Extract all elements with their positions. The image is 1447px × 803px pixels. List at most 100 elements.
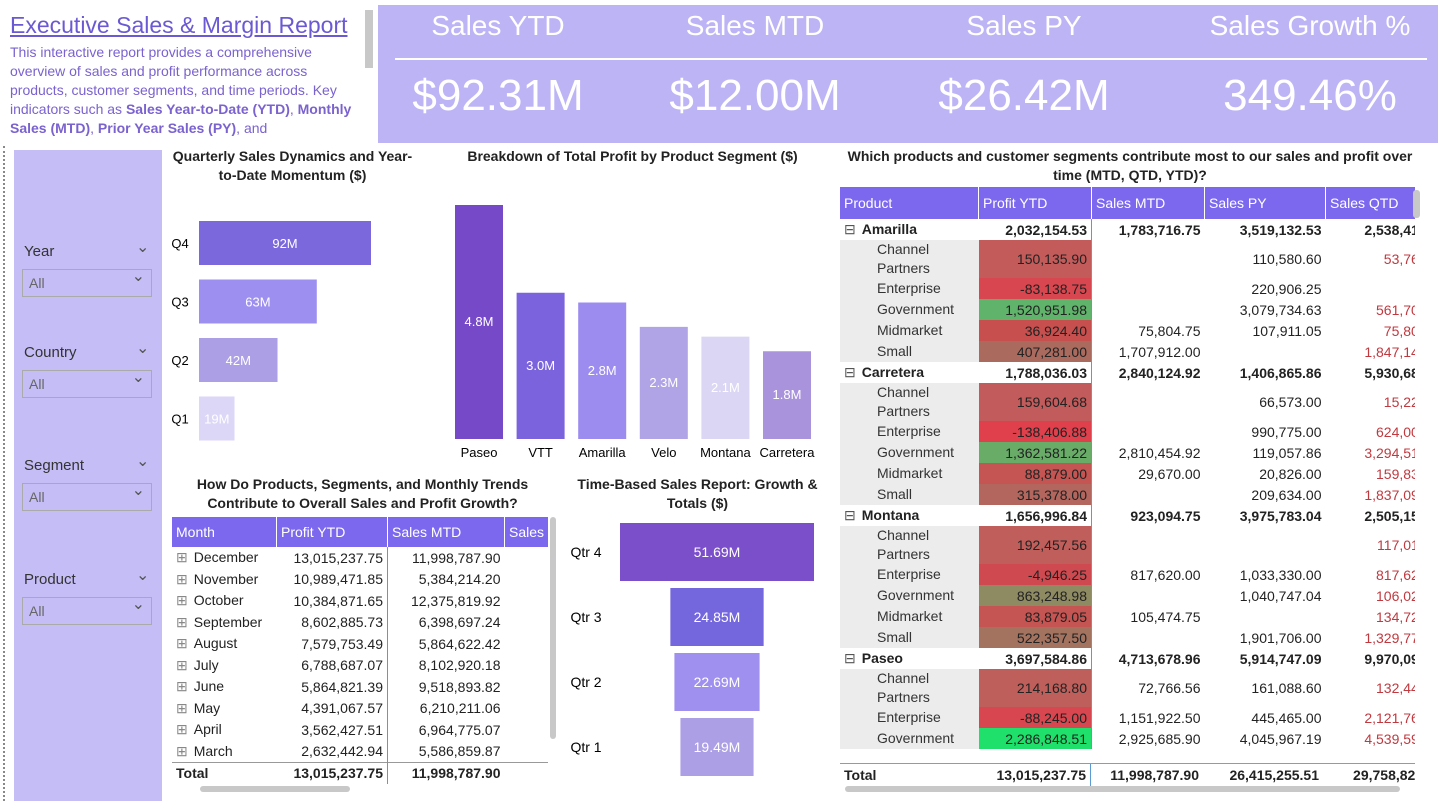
cell: 3,079,734.63 <box>1204 299 1326 320</box>
cell-text: Enterprise <box>877 280 941 296</box>
filter-dropdown[interactable]: All ⌄ <box>22 596 152 625</box>
cell: 9,970,092. <box>1326 648 1415 669</box>
cell: 26,415,255.51 <box>1229 767 1319 783</box>
cell-text: 3,519,132.53 <box>1239 221 1322 238</box>
segment-row: Government 2,286,848.51 2,925,685.90 4,045,… <box>840 728 1415 749</box>
category-label: Qtr 4 <box>570 544 601 560</box>
cell-text: 192,457.56 <box>1016 537 1087 553</box>
frame-border <box>3 146 5 801</box>
cell: ⊞ April <box>172 719 277 741</box>
category-label: Qtr 3 <box>570 609 601 625</box>
cell: 2,632,442.94 <box>276 740 388 762</box>
filter-dropdown[interactable]: All ⌄ <box>22 369 152 398</box>
cell: 66,573.00 <box>1204 383 1326 421</box>
cell: Government <box>840 585 979 606</box>
table-row: ⊞ April 3,562,427.51 6,964,775.07 <box>172 719 548 741</box>
table-title: Which products and customer segments con… <box>847 148 1413 183</box>
column-header: Profit YTD <box>978 187 1092 219</box>
table-row: ⊞ November 10,989,471.85 5,384,214.207,26 <box>172 568 548 590</box>
cell: 1,040,747.04 <box>1204 585 1326 606</box>
cell-text: 159,839. <box>1376 465 1415 482</box>
cell: ⊟ Carretera <box>840 362 979 383</box>
cell: 13,015,237.75 <box>978 764 1091 786</box>
cell: 3,519,132.53 <box>1205 219 1326 240</box>
cell <box>1091 627 1205 648</box>
filter-dropdown[interactable]: All ⌄ <box>22 482 152 511</box>
cell: Midmarket <box>840 463 979 484</box>
cell-text: 1,656,996.84 <box>1005 507 1087 524</box>
cell-text: 2,810,454.92 <box>1118 444 1201 461</box>
cell <box>505 633 549 655</box>
table-row: ⊞ August 7,579,753.49 5,864,622.42 <box>172 633 548 655</box>
category-label: Qtr 2 <box>570 674 601 690</box>
cell: -83,138.75 <box>978 278 1092 299</box>
cell: 11,998,787.90 <box>412 549 501 566</box>
cell: 105,474.75 <box>1091 606 1205 627</box>
chevron: ⌄ <box>131 268 145 285</box>
cell-text: 20,826.00 <box>1259 465 1322 482</box>
cell: 13,015,237.75 <box>276 762 388 784</box>
funnel-bar <box>670 588 764 646</box>
cell <box>1204 606 1326 627</box>
chevron: ⌄ <box>136 340 150 357</box>
cell: 20,826.00 <box>1204 463 1326 484</box>
cell: 15,229. <box>1325 383 1415 421</box>
chart-title: Time-Based Sales Report: Growth & Totals… <box>577 476 818 511</box>
cell: 561,702. <box>1325 299 1415 320</box>
cell: 119,057.86 <box>1204 442 1326 463</box>
cell: Enterprise <box>840 421 979 442</box>
cell-text: 66,573.00 <box>1259 394 1322 410</box>
cell: 161,088.60 <box>1204 669 1326 707</box>
cell-text: 159,604.68 <box>1016 394 1087 410</box>
cell-text: 863,248.98 <box>1016 587 1087 604</box>
cell: 117,010. <box>1325 526 1415 564</box>
month: November <box>193 570 259 587</box>
cell-text: 4,539,592. <box>1364 730 1415 747</box>
cell: -88,245.00 <box>978 707 1092 728</box>
segment-row: Enterprise -4,946.25 817,620.00 1,033,330.0… <box>840 564 1415 585</box>
cell: 13,015,237.75 <box>276 547 388 569</box>
x-tick-label: VTT <box>528 445 553 460</box>
cell: 1,707,912.00 <box>1091 341 1205 362</box>
segment-row: Enterprise -138,406.88 990,775.00 624,002. <box>840 421 1415 442</box>
product-total: Total 13,015,237.75 11,998,787.90 26,415,25… <box>840 763 1415 786</box>
cell: 159,604.68 <box>978 383 1092 421</box>
cell: Channel Partners <box>840 383 979 421</box>
bar <box>639 326 688 439</box>
column-header: Sales QTD <box>1325 187 1415 219</box>
x-tick-label: Amarilla <box>579 445 627 460</box>
cell-text: Paseo <box>861 650 903 666</box>
x-tick-label: Paseo <box>461 445 498 460</box>
cell: 107,911.05 <box>1204 320 1326 341</box>
segment-row: Enterprise -83,138.75 220,906.25 <box>840 278 1415 299</box>
filter-dropdown[interactable]: All ⌄ <box>22 268 152 297</box>
cell: 8,602,885.73 <box>276 611 388 633</box>
cell-text: 1,040,747.04 <box>1239 587 1322 604</box>
segment-row: Small 407,281.00 1,707,912.00 1,847,142. <box>840 341 1415 362</box>
description-part: , <box>289 101 298 117</box>
cell: 75,804. <box>1325 320 1415 341</box>
cell: 2,925,685.90 <box>1091 728 1205 749</box>
data-label: 19.49M <box>694 739 741 755</box>
expand-icon: ⊞ <box>176 656 188 673</box>
cell: 5,864,622.42 <box>418 635 501 652</box>
cell-text: Government <box>877 301 955 317</box>
cell <box>1091 383 1205 421</box>
segment-row: Government 1,520,951.98 3,079,734.63 561,70… <box>840 299 1415 320</box>
cell: 923,094.75 <box>1092 505 1205 526</box>
cell-text: 1,901,706.00 <box>1239 629 1322 646</box>
cell: 1,406,865.86 <box>1205 362 1326 383</box>
cell: 29,758,822. <box>1353 767 1415 783</box>
cell-text: 624,002. <box>1376 423 1415 440</box>
cell-text: 1,520,951.98 <box>1005 301 1087 318</box>
bar <box>701 336 750 439</box>
cell: 132,444. <box>1325 669 1415 707</box>
collapse-icon: ⊟ <box>844 650 856 666</box>
cell: Midmarket <box>840 606 979 627</box>
cell-text: -4,946.25 <box>1027 566 1087 583</box>
filter-value: All <box>29 603 45 619</box>
cell: Government <box>840 299 979 320</box>
segment-row: Enterprise -88,245.00 1,151,922.50 445,465.… <box>840 707 1415 728</box>
